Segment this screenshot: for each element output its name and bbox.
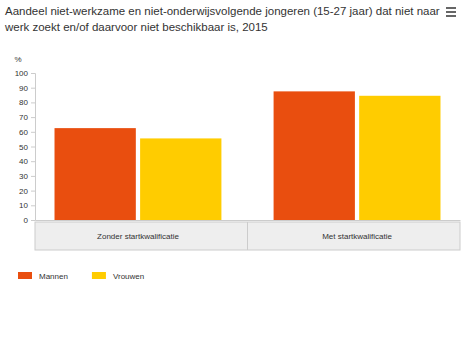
bar	[359, 96, 440, 220]
x-tick-label: Met startkwalificatie	[322, 232, 392, 241]
y-tick-mark	[31, 191, 35, 192]
bar	[55, 128, 136, 220]
legend: Mannen Vrouwen	[18, 272, 144, 281]
bar	[140, 138, 221, 220]
y-tick: 90	[19, 84, 35, 93]
category-band	[35, 222, 460, 250]
y-tick-mark	[31, 147, 35, 148]
bar	[274, 91, 355, 220]
x-axis: Zonder startkwalificatie Met startkwalifi…	[36, 220, 461, 241]
y-tick-label: 60	[19, 128, 28, 137]
y-tick: 0	[24, 216, 35, 225]
legend-item[interactable]: Mannen	[18, 272, 68, 281]
y-tick-label: 20	[19, 187, 28, 196]
y-tick-mark	[31, 176, 35, 177]
y-tick-mark	[31, 73, 35, 74]
bars	[55, 91, 441, 220]
y-tick: 60	[19, 128, 35, 137]
y-tick-label: 30	[19, 172, 28, 181]
x-tick: Met startkwalificatie	[322, 220, 392, 241]
legend-swatch[interactable]	[18, 272, 32, 279]
y-tick-label: 70	[19, 113, 28, 122]
y-tick-mark	[31, 88, 35, 89]
y-tick-mark	[31, 102, 35, 103]
y-tick: 80	[19, 98, 35, 107]
y-tick: 30	[19, 172, 35, 181]
y-tick-mark	[31, 117, 35, 118]
x-tick: Zonder startkwalificatie	[97, 220, 179, 241]
y-tick: 10	[19, 201, 35, 210]
y-axis: 0 10 20 30 40 50 60 70 80 90 100	[15, 69, 36, 225]
menu-icon-line[interactable]	[446, 7, 456, 9]
x-axis-line	[36, 220, 461, 221]
menu-icon-line[interactable]	[446, 15, 456, 17]
legend-swatch[interactable]	[92, 272, 106, 279]
y-tick-label: 100	[15, 69, 29, 78]
y-tick-label: 80	[19, 98, 28, 107]
legend-label[interactable]: Vrouwen	[113, 272, 144, 281]
y-axis-title: %	[14, 55, 21, 64]
y-tick-label: 10	[19, 201, 28, 210]
legend-item[interactable]: Vrouwen	[92, 272, 144, 281]
y-tick-mark	[31, 205, 35, 206]
y-tick-mark	[31, 132, 35, 133]
y-tick: 20	[19, 187, 35, 196]
y-tick-mark	[31, 161, 35, 162]
y-tick: 50	[19, 143, 35, 152]
y-tick-label: 0	[24, 216, 29, 225]
y-tick: 70	[19, 113, 35, 122]
title: werk zoekt en/of daarvoor niet beschikba…	[4, 21, 268, 33]
x-tick-label: Zonder startkwalificatie	[97, 232, 179, 241]
y-tick-label: 50	[19, 143, 28, 152]
y-tick-mark	[31, 220, 35, 221]
y-tick: 100	[15, 69, 35, 78]
y-axis-line	[31, 74, 36, 221]
y-tick-label: 90	[19, 84, 28, 93]
y-tick: 40	[19, 157, 35, 166]
menu-icon-line[interactable]	[446, 11, 456, 13]
menu-icon[interactable]	[446, 7, 456, 17]
legend-label[interactable]: Mannen	[39, 272, 68, 281]
y-tick-label: 40	[19, 157, 28, 166]
chart: Aandeel niet-werkzame en niet-onderwijsv…	[0, 0, 473, 346]
category-separator	[247, 222, 248, 250]
title: Aandeel niet-werkzame en niet-onderwijsv…	[5, 5, 440, 17]
